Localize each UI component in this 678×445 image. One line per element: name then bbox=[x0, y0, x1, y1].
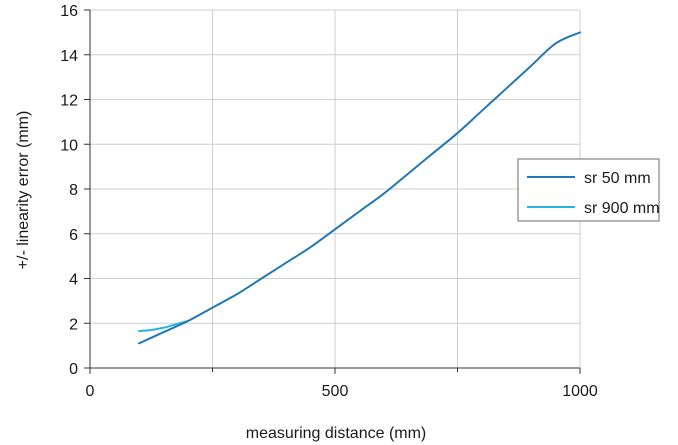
x-tick-label: 500 bbox=[322, 383, 349, 400]
y-tick-label: 12 bbox=[60, 93, 78, 110]
legend-label-sr-900: sr 900 mm bbox=[584, 200, 660, 217]
y-tick-label: 8 bbox=[69, 182, 78, 199]
axes bbox=[84, 9, 581, 374]
y-tick-label: 6 bbox=[69, 227, 78, 244]
series-line-0 bbox=[138, 31, 581, 345]
y-tick-label: 2 bbox=[69, 316, 78, 333]
y-tick-label: 14 bbox=[60, 48, 78, 65]
y-tick-label: 10 bbox=[60, 137, 78, 154]
y-axis-title: +/- linearity error (mm) bbox=[15, 111, 32, 270]
x-tick-label: 1000 bbox=[562, 383, 598, 400]
tick-labels: 0 2 4 6 8 10 12 14 16 0 500 1000 bbox=[60, 3, 598, 400]
series-group bbox=[138, 31, 581, 345]
legend-label-sr-50: sr 50 mm bbox=[584, 170, 651, 187]
grid bbox=[90, 9, 581, 368]
legend-box bbox=[517, 158, 660, 222]
x-axis-title: measuring distance (mm) bbox=[246, 425, 427, 442]
y-tick-label: 0 bbox=[69, 361, 78, 378]
series-line-1 bbox=[138, 320, 189, 333]
x-tick-label: 0 bbox=[86, 383, 95, 400]
y-tick-label: 16 bbox=[60, 3, 78, 20]
legend: sr 50 mm sr 900 mm bbox=[517, 158, 660, 222]
y-tick-label: 4 bbox=[69, 272, 78, 289]
